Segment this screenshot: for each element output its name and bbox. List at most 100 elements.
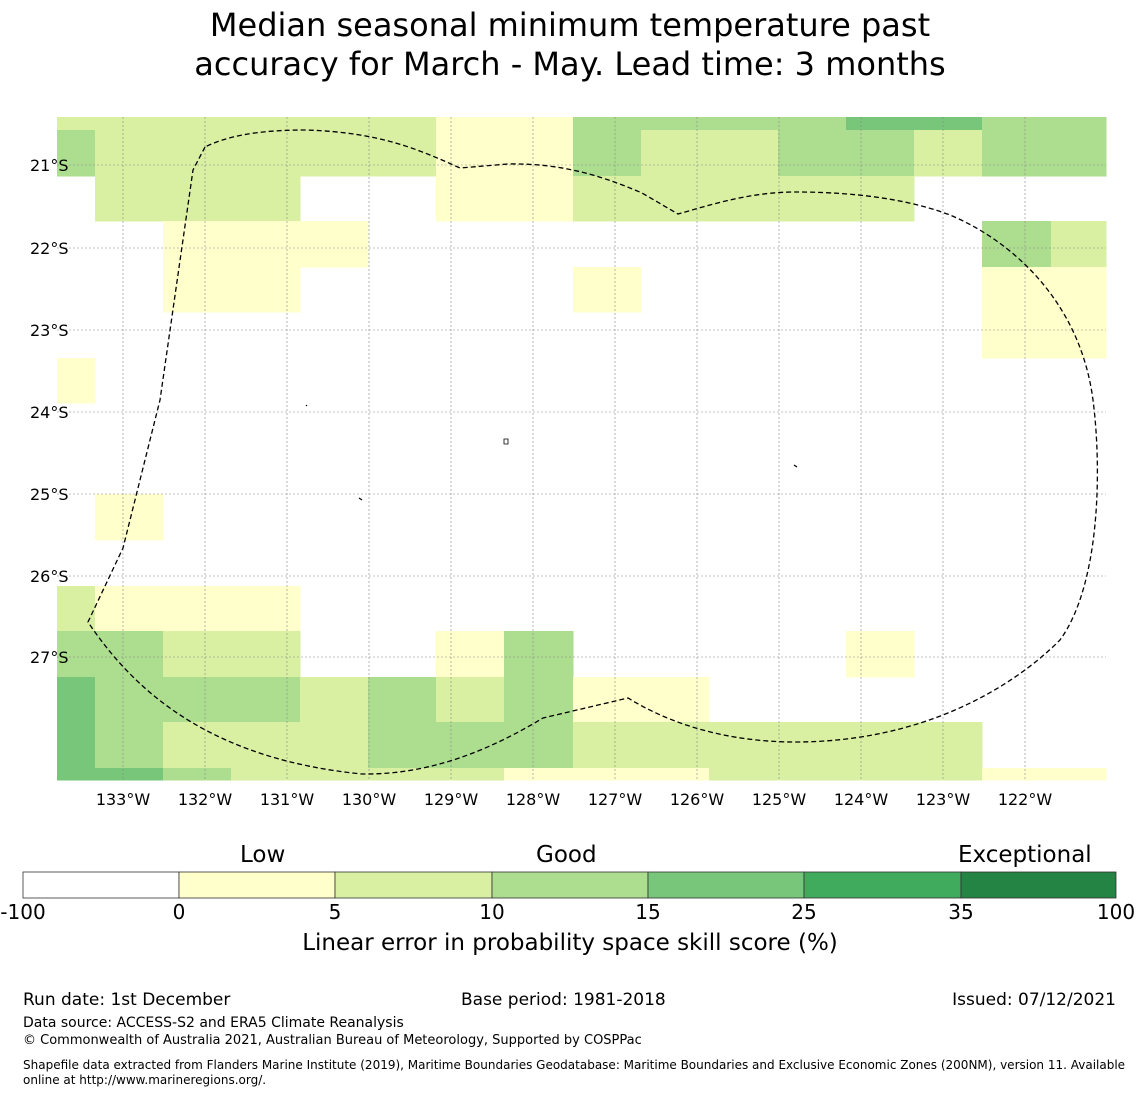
colorbar-category-exceptional: Exceptional xyxy=(958,842,1092,868)
eez-boundary xyxy=(87,129,1099,775)
grid-cell xyxy=(57,358,96,404)
grid-cell xyxy=(57,677,96,723)
grid-cell xyxy=(57,631,96,678)
longitude-label: 126°W xyxy=(670,790,725,809)
grid-cell xyxy=(231,267,301,313)
grid-cell xyxy=(57,586,96,632)
graticule xyxy=(57,117,1106,780)
grid-cell xyxy=(163,722,232,769)
colorbar-swatch xyxy=(960,871,1117,899)
grid-cell xyxy=(231,631,301,678)
grid-cell xyxy=(1051,267,1107,313)
grid-cell xyxy=(709,176,779,222)
grid-cell xyxy=(57,768,96,781)
colorbar xyxy=(22,871,1117,899)
grid-cell xyxy=(504,768,574,781)
grid-cell xyxy=(300,768,369,781)
grid-cell xyxy=(982,130,1052,177)
grid-cell xyxy=(982,768,1052,781)
grid-cell xyxy=(504,176,574,222)
skill-map: 133°W 132°W 131°W 130°W 129°W 128°W 127°W 126°W… xyxy=(30,117,1107,809)
grid-cell xyxy=(709,768,779,781)
grid-cell xyxy=(436,117,505,131)
colorbar-tick: 5 xyxy=(328,900,342,924)
grid-cell xyxy=(163,130,232,177)
grid-cell xyxy=(641,677,710,723)
grid-cell xyxy=(163,586,232,632)
grid-cell xyxy=(641,722,710,769)
grid-cell xyxy=(368,768,437,781)
latitude-labels: 21°S 22°S 23°S 24°S 25°S 26°S 27°S xyxy=(30,156,69,667)
latitude-label: 27°S xyxy=(30,648,69,667)
grid-cell xyxy=(504,722,574,769)
shapefile-credit: Shapefile data extracted from Flanders M… xyxy=(23,1058,1126,1087)
grid-cell xyxy=(709,130,779,177)
title-line-2: accuracy for March - May. Lead time: 3 m… xyxy=(194,45,946,83)
grid-cell xyxy=(778,768,847,781)
grid-cell xyxy=(95,494,164,541)
grid-cell xyxy=(846,130,915,177)
grid-cell xyxy=(436,176,505,222)
colorbar-swatch xyxy=(803,871,962,899)
grid-cell xyxy=(709,117,779,131)
grid-cell xyxy=(846,117,915,131)
latitude-label: 25°S xyxy=(30,485,69,504)
grid-cell xyxy=(300,221,369,268)
grid-cell xyxy=(778,117,847,131)
grid-cell xyxy=(231,117,301,131)
issued-date: Issued: 07/12/2021 xyxy=(952,990,1116,1010)
grid-cell xyxy=(300,130,369,177)
grid-cell xyxy=(163,176,232,222)
grid-cell xyxy=(846,768,915,781)
grid-cell xyxy=(231,677,301,723)
latitude-label: 21°S xyxy=(30,156,69,175)
map-title: Median seasonal minimum temperature past… xyxy=(0,6,1140,84)
grid-cell xyxy=(846,722,915,769)
longitude-label: 122°W xyxy=(998,790,1053,809)
latitude-label: 24°S xyxy=(30,403,69,422)
grid-cell xyxy=(231,221,301,268)
title-line-1: Median seasonal minimum temperature past xyxy=(209,6,931,44)
colorbar-tick: 25 xyxy=(791,900,817,924)
grid-cell xyxy=(95,586,164,632)
longitude-label: 125°W xyxy=(752,790,807,809)
grid-cell xyxy=(231,176,301,222)
grid-cell xyxy=(573,176,642,222)
skill-grid xyxy=(57,117,1107,781)
grid-cell xyxy=(231,130,301,177)
grid-cell xyxy=(914,130,983,177)
latitude-label: 22°S xyxy=(30,239,69,258)
colorbar-tick: -100 xyxy=(0,900,46,924)
colorbar-tick: 100 xyxy=(1096,900,1136,924)
colorbar-title: Linear error in probability space skill … xyxy=(302,930,838,956)
island-marker xyxy=(503,438,509,445)
grid-cell xyxy=(1051,768,1107,781)
colorbar-tick: 10 xyxy=(479,900,505,924)
copyright: © Commonwealth of Australia 2021, Austra… xyxy=(23,1033,642,1048)
grid-cell xyxy=(573,768,642,781)
grid-cell xyxy=(368,117,437,131)
grid-cell xyxy=(1051,312,1107,359)
grid-cell xyxy=(846,176,915,222)
latitude-label: 23°S xyxy=(30,321,69,340)
grid-cell xyxy=(573,117,642,131)
grid-cell xyxy=(709,722,779,769)
eez-boundary-line xyxy=(87,129,1099,775)
grid-cell xyxy=(914,722,983,769)
grid-cell xyxy=(163,677,232,723)
colorbar-tick: 35 xyxy=(948,900,974,924)
grid-cell xyxy=(163,267,232,313)
colorbar-swatch xyxy=(178,871,336,899)
grid-cell xyxy=(1051,117,1107,131)
grid-cell xyxy=(504,117,574,131)
grid-cell xyxy=(300,677,369,723)
grid-cell xyxy=(641,130,710,177)
run-date: Run date: 1st December xyxy=(23,990,231,1010)
grid-cell xyxy=(982,312,1052,359)
islet-marker xyxy=(793,464,798,468)
grid-cell xyxy=(436,677,505,723)
grid-cell xyxy=(436,631,505,678)
colorbar-swatch xyxy=(491,871,649,899)
grid-cell xyxy=(57,117,96,131)
grid-cell xyxy=(368,722,437,769)
